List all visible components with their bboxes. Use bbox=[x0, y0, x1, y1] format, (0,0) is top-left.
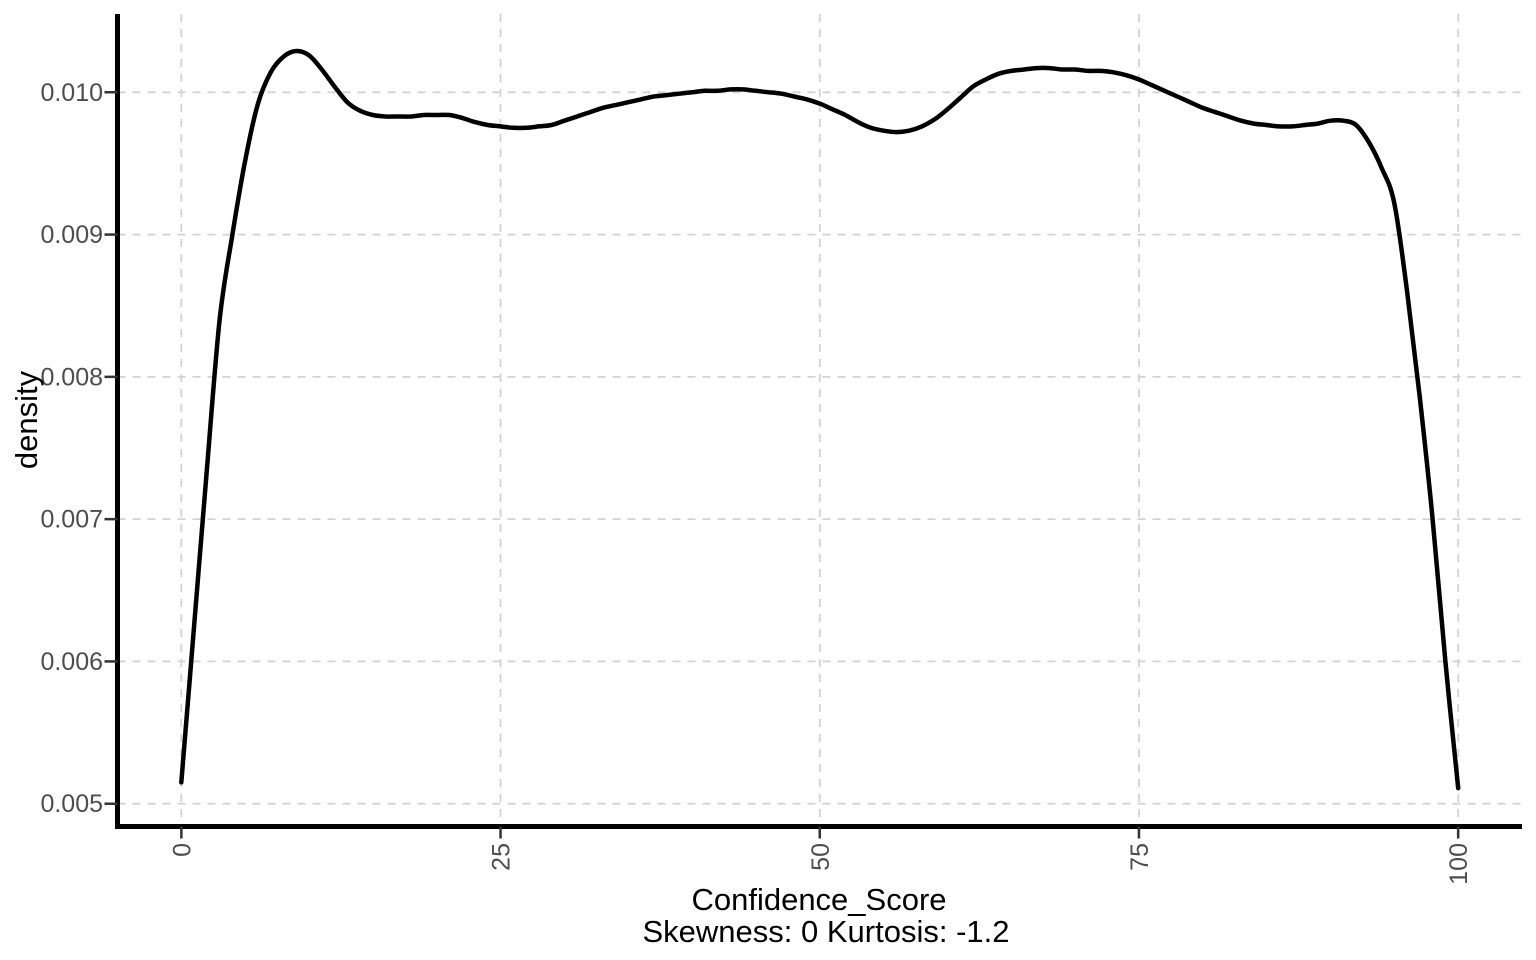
x-tick-label: 100 bbox=[1445, 843, 1473, 885]
density-curve bbox=[179, 48, 1461, 791]
axis-lines bbox=[115, 14, 1522, 829]
y-axis-title: density bbox=[9, 370, 44, 469]
x-axis-subtitle: Skewness: 0 Kurtosis: -1.2 bbox=[643, 914, 1010, 949]
x-tick-label: 50 bbox=[807, 843, 835, 871]
gridlines bbox=[117, 14, 1522, 827]
y-tick-label: 0.005 bbox=[40, 790, 103, 818]
x-axis-title: Confidence_Score bbox=[691, 882, 946, 917]
x-tick-label: 75 bbox=[1126, 843, 1154, 871]
x-tick-label: 0 bbox=[168, 843, 196, 857]
y-tick-labels: 0.005 0.006 0.007 0.008 0.009 0.010 bbox=[40, 79, 103, 818]
y-tick-label: 0.008 bbox=[40, 363, 103, 391]
y-tick-label: 0.006 bbox=[40, 648, 103, 676]
tick-marks bbox=[104, 91, 1460, 839]
y-tick-label: 0.010 bbox=[40, 79, 103, 107]
y-tick-label: 0.007 bbox=[40, 506, 103, 534]
x-tick-label: 25 bbox=[488, 843, 516, 871]
y-tick-label: 0.009 bbox=[40, 221, 103, 249]
x-tick-labels: 0 25 50 75 100 bbox=[168, 843, 1473, 885]
